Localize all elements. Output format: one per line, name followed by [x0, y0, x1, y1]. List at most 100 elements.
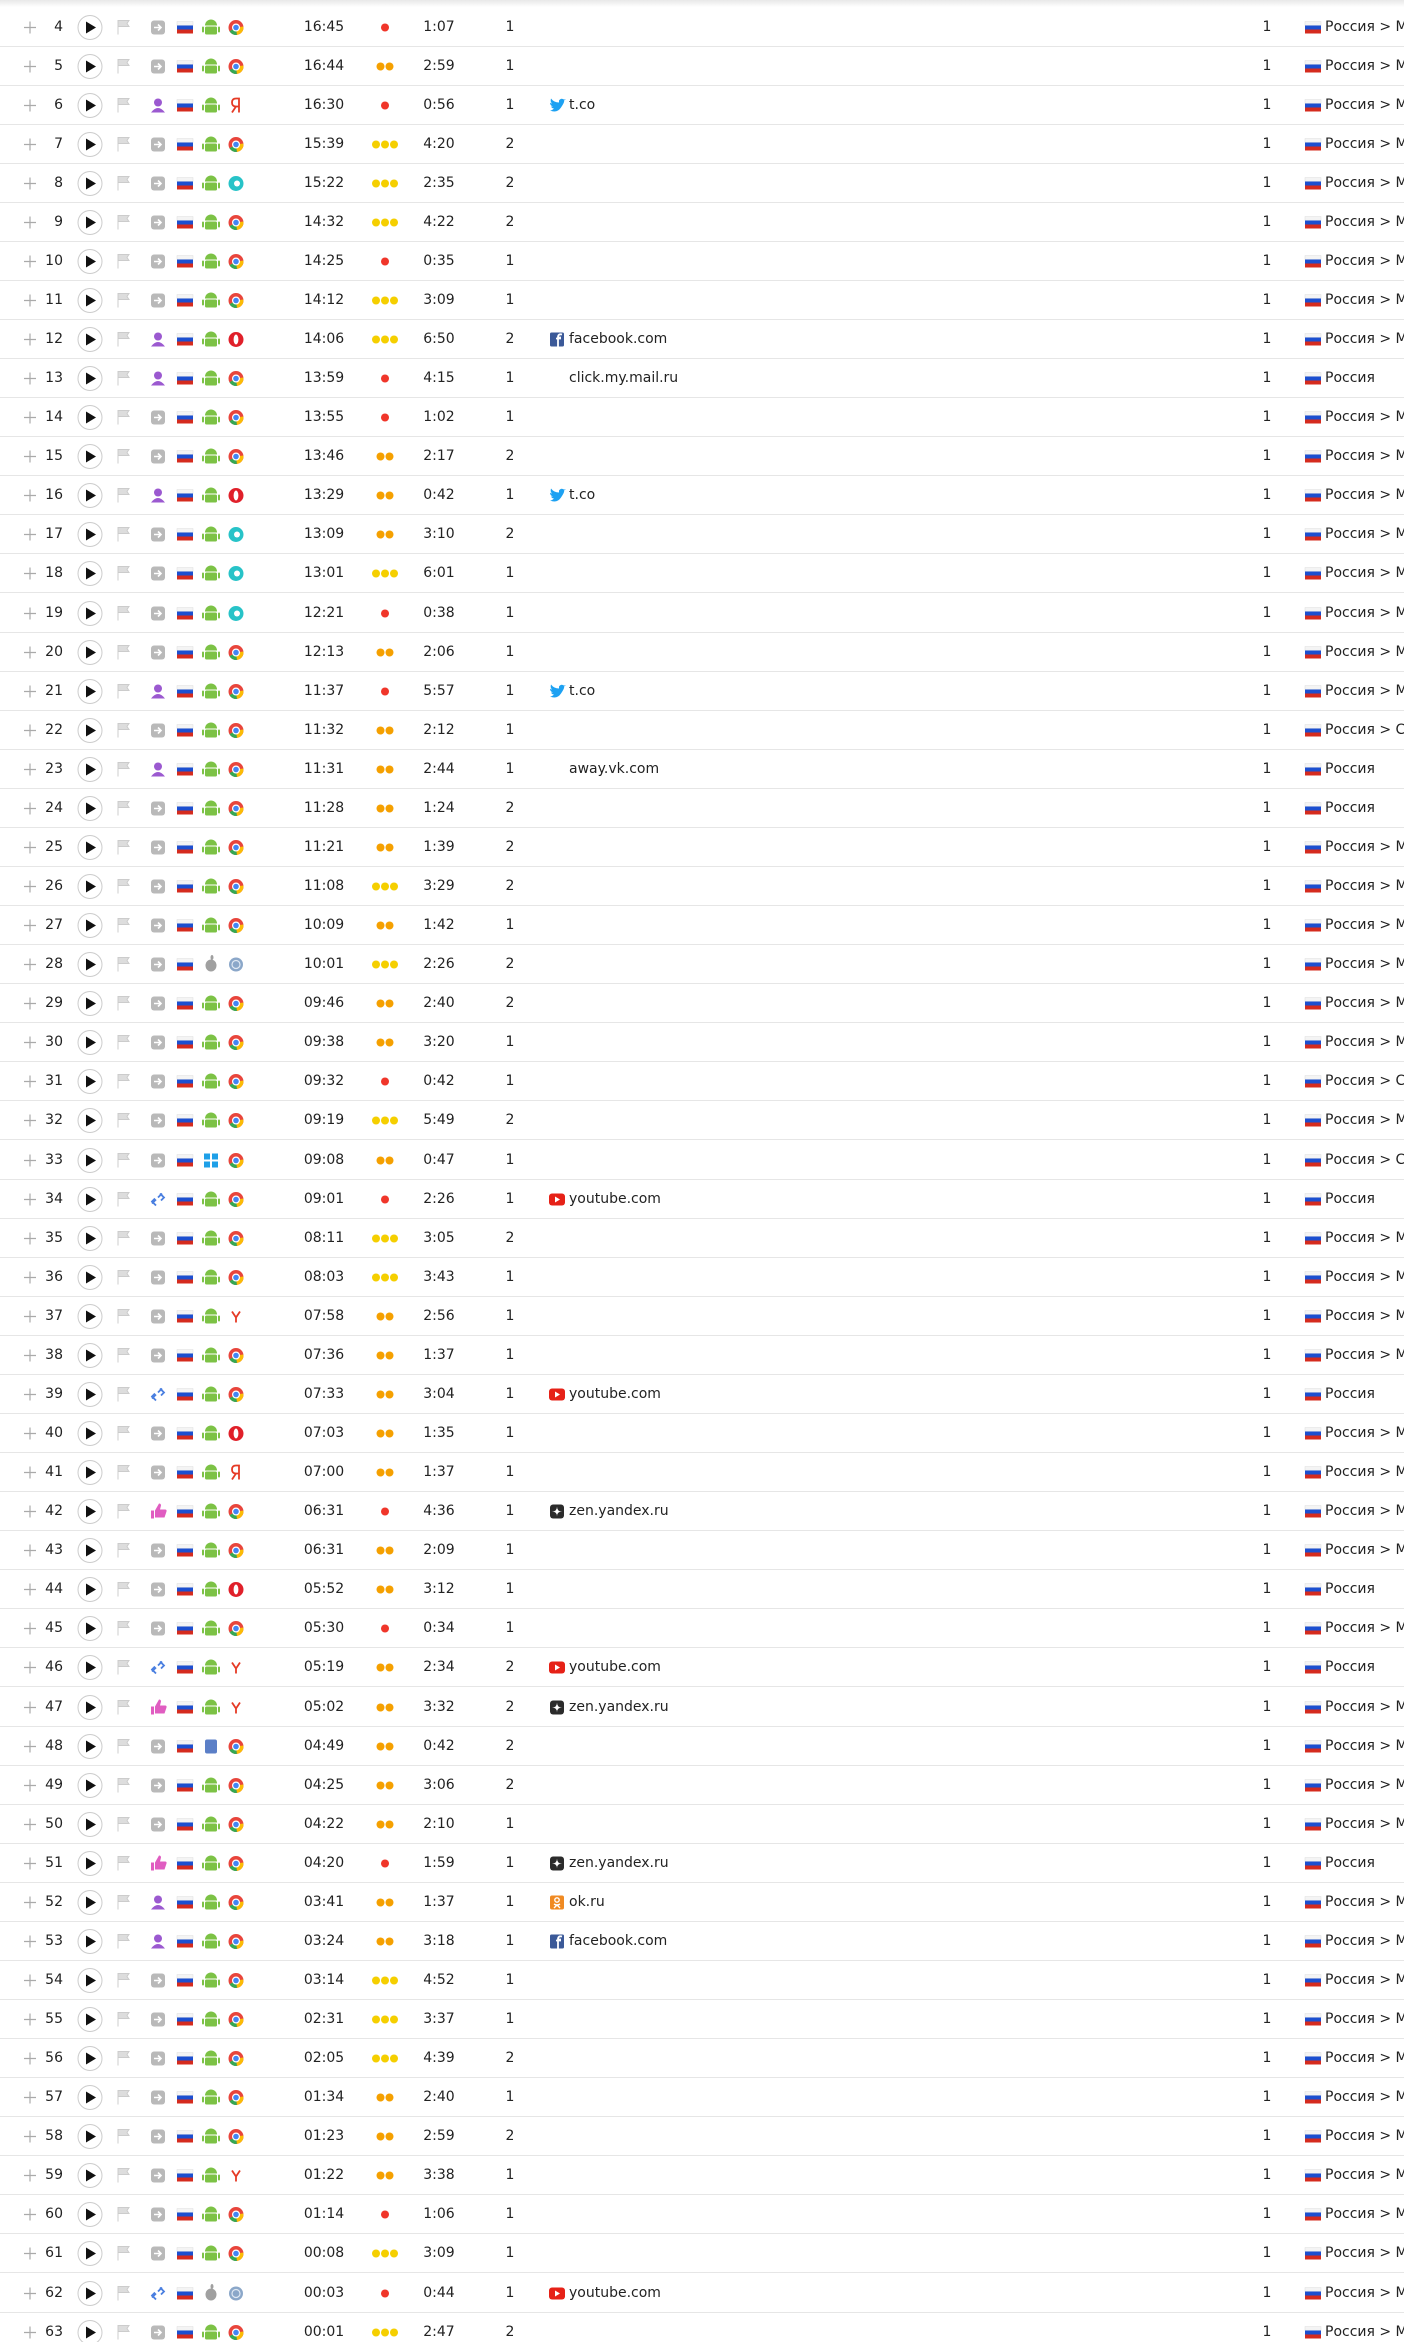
mark-flag[interactable]: [117, 1308, 130, 1324]
expand-plus[interactable]: [24, 1154, 36, 1167]
expand-plus[interactable]: [24, 1974, 36, 1987]
mark-flag[interactable]: [117, 2285, 130, 2301]
mark-flag[interactable]: [117, 2324, 130, 2340]
mark-flag[interactable]: [117, 957, 130, 972]
mark-flag[interactable]: [117, 214, 130, 230]
expand-plus[interactable]: [24, 2287, 36, 2300]
mark-flag[interactable]: [117, 1113, 130, 1128]
expand-plus[interactable]: [24, 1388, 36, 1401]
expand-plus[interactable]: [24, 567, 36, 580]
mark-flag[interactable]: [117, 1816, 130, 1832]
mark-flag[interactable]: [117, 722, 130, 738]
expand-plus[interactable]: [24, 411, 36, 424]
expand-plus[interactable]: [24, 489, 36, 502]
expand-plus[interactable]: [24, 528, 36, 541]
expand-plus[interactable]: [24, 294, 36, 307]
mark-flag[interactable]: [117, 1152, 130, 1168]
mark-flag[interactable]: [117, 1465, 130, 1480]
mark-flag[interactable]: [117, 449, 130, 464]
mark-flag[interactable]: [117, 1699, 130, 1714]
expand-plus[interactable]: [24, 2169, 36, 2182]
mark-flag[interactable]: [117, 292, 130, 308]
expand-plus[interactable]: [24, 2130, 36, 2143]
mark-flag[interactable]: [117, 839, 130, 855]
expand-plus[interactable]: [24, 21, 36, 33]
expand-plus[interactable]: [24, 216, 36, 229]
expand-plus[interactable]: [24, 1114, 36, 1127]
expand-plus[interactable]: [24, 1818, 36, 1831]
mark-flag[interactable]: [117, 371, 130, 386]
mark-flag[interactable]: [117, 1582, 130, 1597]
expand-plus[interactable]: [24, 1271, 36, 1284]
expand-plus[interactable]: [24, 450, 36, 463]
mark-flag[interactable]: [117, 175, 130, 191]
expand-plus[interactable]: [24, 255, 36, 268]
mark-flag[interactable]: [117, 58, 130, 74]
mark-flag[interactable]: [117, 2246, 130, 2261]
expand-plus[interactable]: [24, 2013, 36, 2026]
mark-flag[interactable]: [117, 332, 130, 347]
mark-flag[interactable]: [117, 1660, 130, 1675]
mark-flag[interactable]: [117, 1230, 130, 1246]
expand-plus[interactable]: [24, 1349, 36, 1362]
expand-plus[interactable]: [24, 138, 36, 151]
expand-plus[interactable]: [24, 1896, 36, 1909]
expand-plus[interactable]: [24, 1583, 36, 1596]
expand-plus[interactable]: [24, 99, 36, 112]
mark-flag[interactable]: [117, 2168, 130, 2183]
mark-flag[interactable]: [117, 2051, 130, 2066]
mark-flag[interactable]: [117, 1621, 130, 1636]
expand-plus[interactable]: [24, 2091, 36, 2104]
mark-flag[interactable]: [117, 1933, 130, 1949]
expand-plus[interactable]: [24, 1661, 36, 1674]
expand-plus[interactable]: [24, 1310, 36, 1323]
expand-plus[interactable]: [24, 2247, 36, 2260]
expand-plus[interactable]: [24, 1193, 36, 1206]
mark-flag[interactable]: [117, 253, 130, 269]
mark-flag[interactable]: [117, 761, 130, 777]
expand-plus[interactable]: [24, 919, 36, 932]
mark-flag[interactable]: [117, 644, 130, 660]
mark-flag[interactable]: [117, 800, 130, 816]
expand-plus[interactable]: [24, 1505, 36, 1518]
expand-plus[interactable]: [24, 1075, 36, 1088]
expand-plus[interactable]: [24, 724, 36, 737]
mark-flag[interactable]: [117, 879, 130, 894]
mark-flag[interactable]: [117, 918, 130, 933]
mark-flag[interactable]: [117, 1504, 130, 1519]
expand-plus[interactable]: [24, 372, 36, 385]
mark-flag[interactable]: [117, 1074, 130, 1089]
mark-flag[interactable]: [117, 1426, 130, 1441]
mark-flag[interactable]: [117, 410, 130, 425]
mark-flag[interactable]: [117, 1035, 130, 1050]
expand-plus[interactable]: [24, 685, 36, 698]
expand-plus[interactable]: [24, 1622, 36, 1635]
mark-flag[interactable]: [117, 1269, 130, 1285]
mark-flag[interactable]: [117, 527, 130, 542]
mark-flag[interactable]: [117, 2129, 130, 2144]
mark-flag[interactable]: [117, 605, 130, 621]
expand-plus[interactable]: [24, 646, 36, 659]
expand-plus[interactable]: [24, 1740, 36, 1753]
expand-plus[interactable]: [24, 1466, 36, 1479]
expand-plus[interactable]: [24, 880, 36, 893]
expand-plus[interactable]: [24, 841, 36, 854]
expand-plus[interactable]: [24, 2208, 36, 2221]
mark-flag[interactable]: [117, 566, 130, 581]
expand-plus[interactable]: [24, 1232, 36, 1245]
expand-plus[interactable]: [24, 1935, 36, 1948]
expand-plus[interactable]: [24, 2326, 36, 2339]
mark-flag[interactable]: [117, 19, 130, 34]
mark-flag[interactable]: [117, 1738, 130, 1754]
expand-plus[interactable]: [24, 1036, 36, 1049]
expand-plus[interactable]: [24, 958, 36, 971]
mark-flag[interactable]: [117, 1973, 130, 1988]
mark-flag[interactable]: [117, 136, 130, 152]
mark-flag[interactable]: [117, 1191, 130, 1207]
expand-plus[interactable]: [24, 177, 36, 190]
mark-flag[interactable]: [117, 1777, 130, 1793]
mark-flag[interactable]: [117, 683, 130, 699]
mark-flag[interactable]: [117, 996, 130, 1011]
mark-flag[interactable]: [117, 1855, 130, 1871]
mark-flag[interactable]: [117, 488, 130, 503]
